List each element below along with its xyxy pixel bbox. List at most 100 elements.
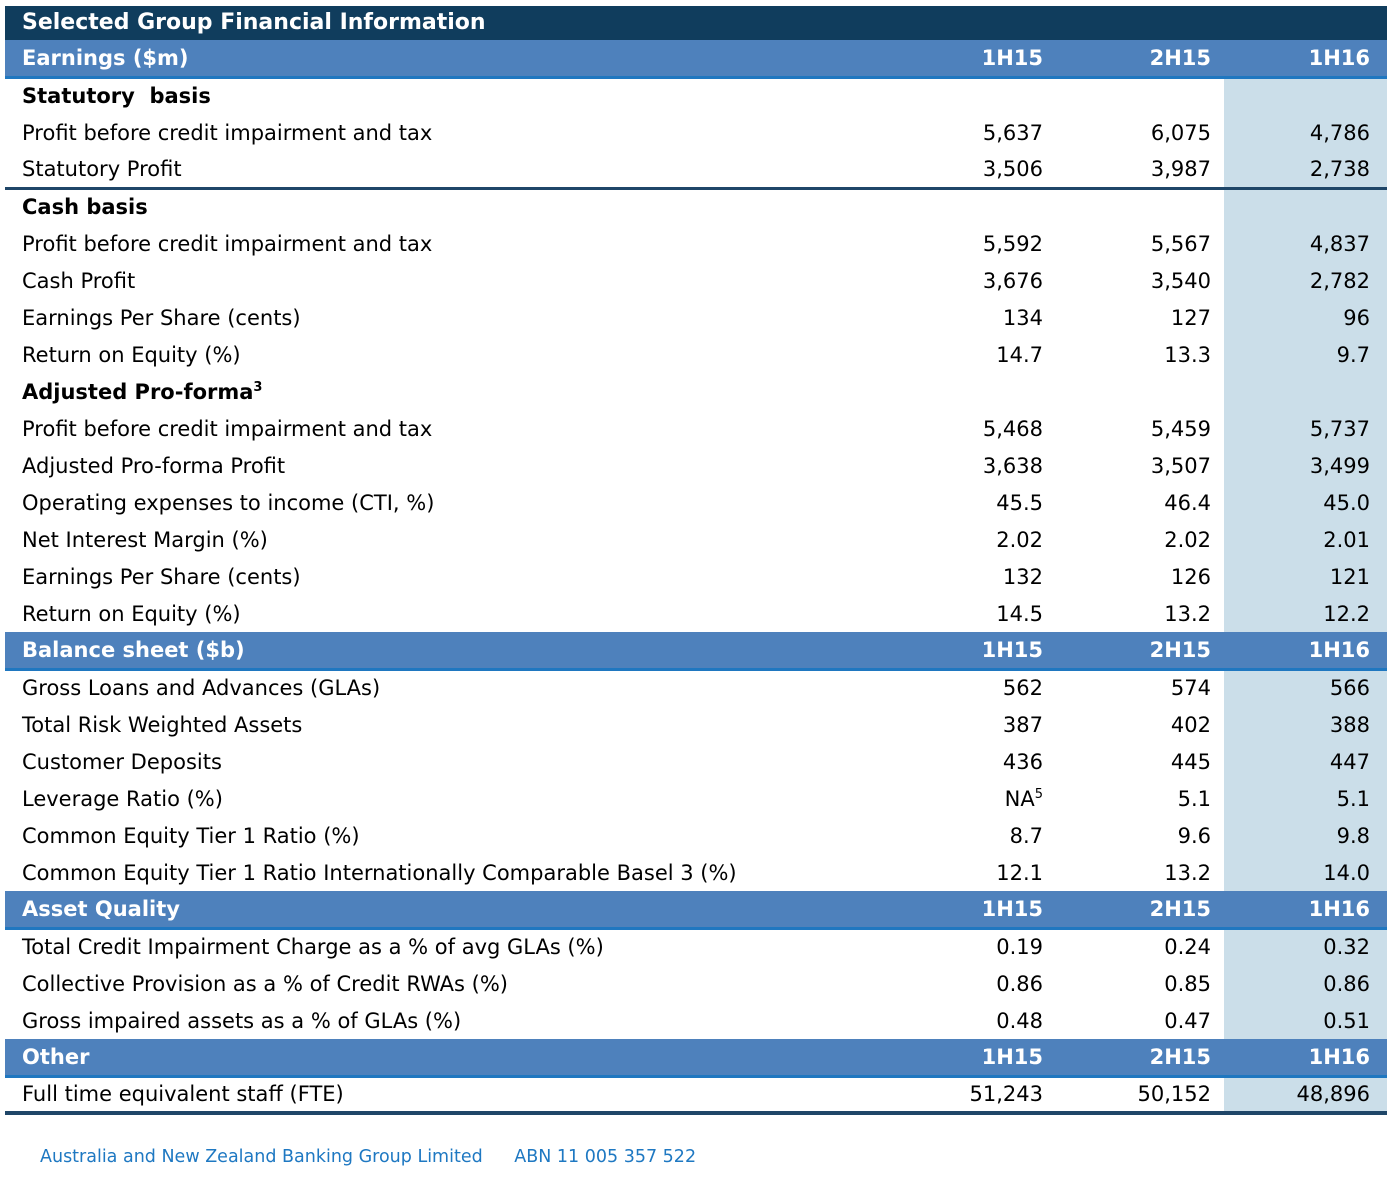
cell-1h15: 5,637	[982, 120, 1043, 145]
cell-1h16: 9.7	[1224, 336, 1387, 373]
table-row: Leverage Ratio (%) NA5 5.1 5.1	[5, 780, 1387, 817]
table-row: Common Equity Tier 1 Ratio International…	[5, 854, 1387, 891]
footer-note: Australia and New Zealand Banking Group …	[40, 1147, 1387, 1167]
cell-2h15	[1056, 188, 1224, 225]
cell-1h16: 566	[1224, 669, 1387, 706]
cell-2h15: 0.85	[1164, 971, 1211, 996]
table-row: Return on Equity (%) 14.5 13.2 12.2	[5, 595, 1387, 632]
cell-1h16: 0.51	[1224, 1002, 1387, 1039]
cell-1h15	[876, 188, 1056, 225]
table-row: Earnings Per Share (cents) 132 126 121	[5, 558, 1387, 595]
column-header-1h16: 1H16	[1224, 632, 1387, 671]
table-row: Return on Equity (%) 14.7 13.3 9.7	[5, 336, 1387, 373]
row-label: Statutory basis	[22, 84, 211, 109]
row-label: Adjusted Pro-forma Profit	[22, 453, 286, 478]
table-row: Gross Loans and Advances (GLAs) 562 574 566	[5, 669, 1387, 706]
company-name: Australia and New Zealand Banking Group …	[40, 1147, 483, 1167]
cell-1h16: 4,837	[1224, 225, 1387, 262]
cell-1h16: 388	[1224, 706, 1387, 743]
row-label: Net Interest Margin (%)	[22, 527, 268, 552]
row-label: Total Credit Impairment Charge as a % of…	[22, 935, 604, 960]
cell-1h15: 0.86	[996, 971, 1043, 996]
cell-1h16: 4,786	[1224, 114, 1387, 151]
cell-1h16: 2,738	[1224, 151, 1387, 190]
table-row: Statutory basis	[5, 77, 1387, 114]
cell-1h15: 14.7	[996, 342, 1043, 367]
cell-1h15: 3,676	[982, 268, 1043, 293]
cell-1h16: 14.0	[1224, 854, 1387, 891]
row-label: Adjusted Pro-forma3	[22, 379, 263, 404]
cell-2h15: 0.24	[1164, 935, 1211, 960]
cell-1h16: 121	[1224, 558, 1387, 595]
row-label: Earnings Per Share (cents)	[22, 564, 301, 589]
cell-2h15: 5,459	[1150, 416, 1211, 441]
cell-1h15: 14.5	[996, 601, 1043, 626]
row-label: Total Risk Weighted Assets	[22, 712, 303, 737]
cell-2h15: 445	[1170, 749, 1211, 774]
section-label: Earnings ($m)	[5, 40, 876, 79]
row-label: Common Equity Tier 1 Ratio (%)	[22, 823, 360, 848]
cell-1h16	[1224, 373, 1387, 410]
superscript-footnote: 3	[253, 379, 263, 395]
cell-1h15: 134	[1002, 305, 1043, 330]
cell-1h15: 2.02	[996, 527, 1043, 552]
cell-2h15: 0.47	[1164, 1008, 1211, 1033]
cell-1h15: 3,638	[982, 453, 1043, 478]
cell-2h15: 13.3	[1164, 342, 1211, 367]
column-header-1h15: 1H15	[876, 40, 1056, 79]
cell-2h15	[1056, 77, 1224, 114]
cell-2h15: 127	[1170, 305, 1211, 330]
cell-1h16: 2.01	[1224, 521, 1387, 558]
column-header-2h15: 2H15	[1056, 891, 1224, 930]
cell-2h15: 3,507	[1150, 453, 1211, 478]
cell-1h16: 96	[1224, 299, 1387, 336]
cell-1h16: 45.0	[1224, 484, 1387, 521]
row-label: Return on Equity (%)	[22, 342, 241, 367]
cell-2h15	[1056, 373, 1224, 410]
table-row: Statutory Profit 3,506 3,987 2,738	[5, 151, 1387, 190]
table-row: Profit before credit impairment and tax 5…	[5, 225, 1387, 262]
row-label: Earnings Per Share (cents)	[22, 305, 301, 330]
cell-1h16: 5,737	[1224, 410, 1387, 447]
financial-table: Selected Group Financial Information Ear…	[5, 6, 1387, 1115]
cell-1h16: 447	[1224, 743, 1387, 780]
cell-1h15: 0.19	[996, 935, 1043, 960]
cell-2h15: 6,075	[1150, 120, 1211, 145]
cell-1h15: 436	[1002, 749, 1043, 774]
section-header-row: Other 1H15 2H15 1H16	[5, 1039, 1387, 1078]
cell-1h15: 0.48	[996, 1008, 1043, 1033]
section-label: Other	[5, 1039, 876, 1078]
cell-1h15: 562	[1002, 676, 1043, 701]
table-row: Total Risk Weighted Assets 387 402 388	[5, 706, 1387, 743]
column-header-2h15: 2H15	[1056, 1039, 1224, 1078]
row-label: Collective Provision as a % of Credit RW…	[22, 971, 509, 996]
column-header-1h15: 1H15	[876, 1039, 1056, 1078]
cell-1h16: 2,782	[1224, 262, 1387, 299]
table-row: Total Credit Impairment Charge as a % of…	[5, 928, 1387, 965]
cell-1h15: 5,592	[982, 231, 1043, 256]
cell-1h15: 12.1	[996, 860, 1043, 885]
table-row: Operating expenses to income (CTI, %) 45.…	[5, 484, 1387, 521]
table-title: Selected Group Financial Information	[5, 6, 1387, 40]
table-row: Customer Deposits 436 445 447	[5, 743, 1387, 780]
cell-2h15: 50,152	[1056, 1076, 1224, 1115]
column-header-2h15: 2H15	[1056, 40, 1224, 79]
cell-1h15: 51,243	[876, 1076, 1056, 1115]
cell-1h15: 387	[1002, 712, 1043, 737]
cell-2h15: 13.2	[1164, 860, 1211, 885]
row-label: Profit before credit impairment and tax	[22, 231, 433, 256]
row-label: Leverage Ratio (%)	[22, 786, 223, 811]
cell-1h15: 5,468	[982, 416, 1043, 441]
row-label: Profit before credit impairment and tax	[22, 120, 433, 145]
table-title-row: Selected Group Financial Information	[5, 6, 1387, 40]
table-row: Cash Profit 3,676 3,540 2,782	[5, 262, 1387, 299]
row-label: Cash Profit	[22, 268, 136, 293]
row-label: Common Equity Tier 1 Ratio International…	[22, 860, 737, 885]
table-row: Gross impaired assets as a % of GLAs (%)…	[5, 1002, 1387, 1039]
cell-1h16: 0.86	[1224, 965, 1387, 1002]
superscript-footnote: 5	[1034, 786, 1043, 802]
section-header-row: Asset Quality 1H15 2H15 1H16	[5, 891, 1387, 930]
section-header-row: Balance sheet ($b) 1H15 2H15 1H16	[5, 632, 1387, 671]
cell-1h15	[876, 373, 1056, 410]
row-label: Gross impaired assets as a % of GLAs (%)	[22, 1008, 462, 1033]
